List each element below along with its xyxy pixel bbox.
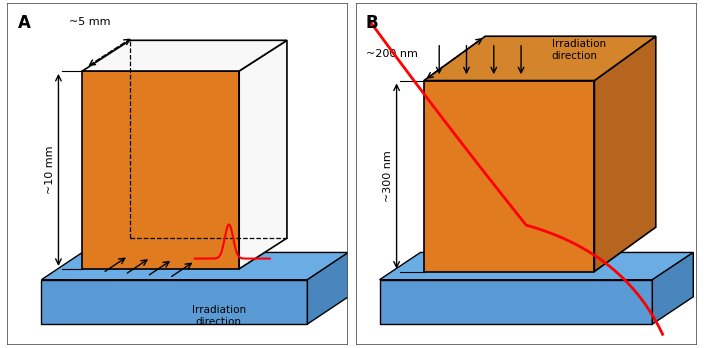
Polygon shape — [42, 280, 308, 324]
Polygon shape — [424, 80, 594, 271]
Polygon shape — [594, 36, 656, 271]
Text: ~5 mm: ~5 mm — [69, 17, 111, 27]
Text: Irradiation
direction: Irradiation direction — [552, 39, 606, 61]
Polygon shape — [82, 71, 239, 269]
Polygon shape — [424, 36, 656, 80]
Text: Irradiation
direction: Irradiation direction — [191, 305, 246, 327]
Text: ~200 nm: ~200 nm — [366, 49, 417, 59]
Polygon shape — [379, 252, 693, 280]
Text: ~10 mm: ~10 mm — [45, 146, 55, 194]
Text: ~300 nm: ~300 nm — [383, 150, 393, 202]
Text: A: A — [18, 14, 30, 32]
Polygon shape — [308, 252, 348, 324]
Text: B: B — [366, 14, 379, 32]
Polygon shape — [379, 280, 653, 324]
Polygon shape — [653, 252, 693, 324]
Polygon shape — [239, 40, 287, 269]
Polygon shape — [42, 252, 348, 280]
Polygon shape — [82, 40, 287, 71]
